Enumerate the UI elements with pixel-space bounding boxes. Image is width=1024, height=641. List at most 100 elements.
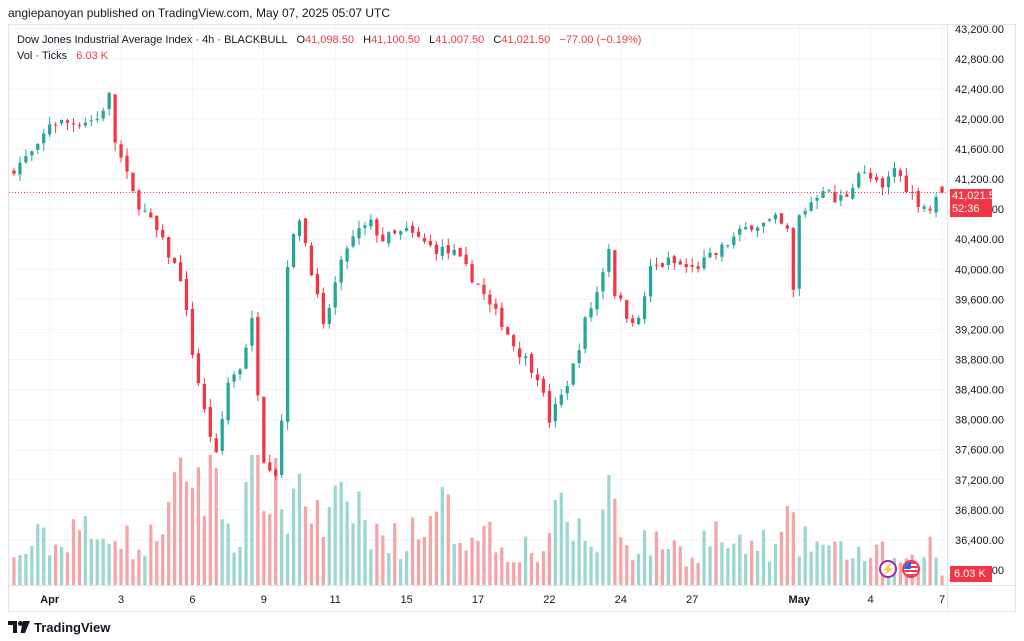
open-key: O — [296, 34, 305, 46]
volume-bar — [648, 555, 653, 585]
volume-bar — [553, 500, 557, 585]
volume-bar — [53, 544, 58, 585]
volume-bar — [125, 525, 129, 585]
volume-bar — [625, 545, 629, 585]
candle-body — [851, 187, 855, 199]
candle-body — [708, 252, 712, 258]
candle-body — [351, 236, 355, 247]
candle-body — [934, 196, 938, 213]
candle-body — [779, 213, 784, 224]
time-tick-label: 11 — [330, 594, 341, 606]
candle-body — [482, 284, 486, 295]
candle-body — [815, 197, 819, 201]
candle-body — [773, 214, 778, 220]
candle-body — [672, 256, 676, 264]
candle-body — [357, 228, 361, 239]
candle-body — [714, 253, 718, 255]
volume-bar — [59, 546, 64, 585]
volume-bar — [934, 557, 938, 585]
volume-bar — [827, 545, 831, 585]
candle-body — [167, 237, 171, 258]
price-tick-label: 38,400.00 — [955, 385, 1004, 397]
candlestick-chart[interactable]: 43,200.00 42,800.00 42,400.00 42,000.00 41,6… — [9, 25, 1015, 611]
candle-body — [833, 191, 837, 203]
candle-body — [809, 202, 813, 211]
volume-bar — [482, 525, 486, 585]
candle-body — [744, 227, 748, 230]
volume-bar — [12, 557, 16, 585]
volume-bar — [256, 455, 260, 585]
price-tick-label: 41,600.00 — [955, 144, 1004, 156]
candle-body — [512, 335, 516, 347]
volume-bar — [345, 501, 349, 585]
us-flag-icon[interactable] — [902, 560, 920, 578]
time-axis[interactable]: Apr 3 6 9 11 15 17 22 24 27 May 4 7 — [40, 594, 945, 606]
price-axis[interactable]: 43,200.00 42,800.00 42,400.00 42,000.00 41,6… — [955, 25, 1004, 577]
candle-body — [303, 218, 308, 244]
volume-label: Vol · Ticks — [17, 50, 68, 62]
volume-bar — [107, 543, 111, 585]
candle-body — [297, 220, 302, 237]
volume-bar — [488, 521, 492, 585]
volume-bars — [12, 455, 944, 585]
candle-body — [785, 225, 789, 229]
candle-body — [83, 122, 87, 126]
candle-body — [244, 347, 248, 369]
candle-body — [494, 303, 498, 309]
volume-bar — [42, 527, 46, 585]
time-tick-label: 24 — [615, 594, 627, 606]
candle-body — [184, 279, 189, 311]
volume-bar — [416, 539, 421, 585]
candle-body — [280, 420, 284, 476]
candle-body — [208, 407, 212, 437]
volume-bar — [631, 560, 635, 585]
volume-bar — [351, 523, 355, 585]
volume-bar — [131, 559, 135, 585]
candle-body — [750, 225, 754, 230]
candle-body — [565, 386, 569, 394]
low-value: 41,007.50 — [435, 34, 485, 46]
volume-bar — [476, 541, 480, 585]
volume-bar — [18, 555, 22, 585]
footer-brand[interactable]: TradingView — [8, 617, 110, 637]
volume-bar — [303, 506, 308, 585]
candle-body — [898, 170, 903, 176]
volume-bar — [500, 547, 504, 585]
time-tick-label: 22 — [543, 594, 555, 606]
candle-body — [119, 144, 123, 158]
volume-bar — [202, 515, 206, 585]
candle-body — [541, 378, 546, 393]
candle-body — [940, 186, 944, 193]
price-tick-label: 43,200.00 — [955, 25, 1004, 36]
candle-body — [381, 234, 385, 242]
volume-bar — [750, 540, 754, 585]
candle-body — [232, 374, 236, 382]
volume-bar — [422, 536, 427, 585]
candle-body — [803, 211, 807, 215]
volume-bar — [845, 559, 849, 585]
price-tick-label: 36,400.00 — [955, 535, 1004, 547]
volume-bar — [595, 552, 599, 585]
legend-volume: Vol · Ticks 6.03 K — [17, 50, 108, 62]
candle-body — [113, 94, 117, 143]
volume-bar — [77, 530, 82, 585]
candle-body — [595, 291, 599, 310]
candle-body — [857, 173, 861, 188]
volume-bar — [773, 543, 778, 585]
volume-bar — [113, 541, 117, 585]
lightning-bolt-icon[interactable]: ⚡ — [879, 560, 897, 578]
volume-bar — [809, 551, 813, 585]
candle-body — [845, 194, 849, 197]
chart-frame[interactable]: 43,200.00 42,800.00 42,400.00 42,000.00 41,6… — [8, 24, 1016, 612]
candle-body — [702, 257, 706, 269]
candle-body — [416, 231, 421, 237]
symbol-label: Dow Jones Industrial Average Index · 4h … — [17, 34, 288, 46]
time-tick-label: 9 — [261, 594, 267, 606]
candle-body — [732, 236, 736, 246]
high-key: H — [363, 34, 372, 46]
volume-bar — [512, 562, 516, 585]
candle-body — [869, 172, 873, 179]
time-tick-label: May — [789, 594, 811, 606]
volume-bar — [565, 521, 569, 585]
volume-bar — [714, 521, 718, 585]
